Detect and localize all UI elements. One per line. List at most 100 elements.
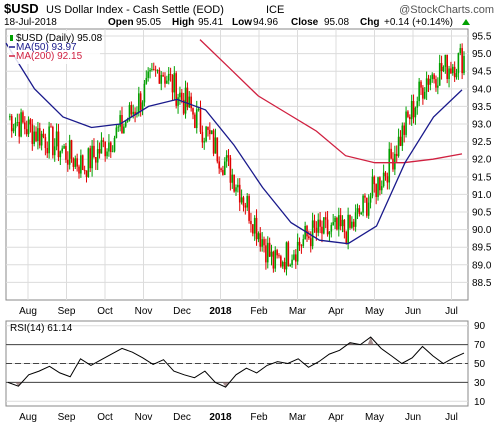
- candle-body: [109, 142, 112, 152]
- rsi-legend: RSI(14) 61.14: [10, 323, 73, 334]
- candle-body: [323, 217, 325, 234]
- candle-body: [117, 126, 120, 128]
- candle-body: [9, 116, 11, 118]
- candle-body: [302, 239, 305, 246]
- candle-body: [352, 221, 355, 227]
- candle-body: [31, 124, 34, 144]
- candle-body: [24, 122, 26, 130]
- exchange-label: ICE: [266, 4, 284, 16]
- rsi-month-label: May: [365, 412, 384, 423]
- candle-body: [44, 137, 47, 149]
- candle-body: [149, 69, 151, 72]
- candle-body: [216, 137, 219, 162]
- open-value: 95.05: [136, 17, 161, 28]
- candle-body: [315, 227, 318, 233]
- candle-body: [223, 161, 226, 175]
- price-month-label: Jul: [445, 306, 458, 317]
- price-tick-label: 94.5: [472, 67, 492, 78]
- candle-body: [184, 87, 187, 114]
- candle-body: [291, 259, 293, 265]
- candle-body: [14, 122, 17, 129]
- candle-body: [20, 112, 22, 137]
- candle-body: [287, 242, 290, 267]
- price-month-label: 2018: [209, 306, 232, 317]
- candle-body: [100, 140, 103, 154]
- candle-body: [85, 170, 88, 178]
- symbol-title: $USD: [4, 1, 39, 16]
- candle-body: [300, 245, 303, 247]
- price-tick-label: 94.0: [472, 84, 492, 95]
- index-name: US Dollar Index - Cash Settle (EOD): [46, 4, 224, 16]
- candle-body: [147, 71, 149, 78]
- candle-body: [295, 254, 297, 262]
- legend-swatch-price: [10, 35, 13, 41]
- candle-body: [395, 153, 398, 157]
- candle-body: [373, 176, 376, 185]
- candle-body: [55, 131, 58, 147]
- high-value: 95.41: [198, 17, 223, 28]
- candle-body: [48, 126, 50, 154]
- candle-body: [233, 174, 235, 192]
- price-month-label: Nov: [135, 306, 153, 317]
- candle-body: [298, 241, 301, 246]
- candle-body: [440, 63, 443, 72]
- candle-body: [121, 115, 123, 134]
- rsi-panel: 10 30 50 70 90 RSI(14) 61.14: [5, 320, 486, 408]
- rsi-month-label: Sep: [58, 412, 76, 423]
- rsi-month-label: Dec: [173, 412, 191, 423]
- low-label: Low: [232, 17, 252, 28]
- candle-body: [18, 121, 21, 137]
- candle-body: [16, 121, 19, 123]
- candle-body: [366, 197, 368, 216]
- chg-label: Chg: [360, 17, 379, 28]
- candle-body: [160, 75, 163, 84]
- candle-body: [429, 78, 432, 85]
- candle-body: [407, 111, 409, 117]
- price-axis-labels: 88.5 89.0 89.5 90.0 90.5 91.0 91.5 92.0 92.5 93.0…: [472, 32, 492, 289]
- candle-body: [416, 101, 419, 108]
- candle-body: [96, 149, 99, 163]
- candle-body: [158, 69, 161, 84]
- price-month-label: May: [365, 306, 384, 317]
- low-value: 94.96: [253, 17, 278, 28]
- candle-body: [268, 242, 271, 257]
- price-tick-label: 92.5: [472, 137, 492, 148]
- candle-body: [37, 128, 39, 141]
- candle-body: [412, 100, 415, 118]
- candle-body: [138, 93, 140, 113]
- candle-body: [10, 116, 13, 132]
- candle-body: [405, 111, 407, 135]
- candle-body: [128, 105, 131, 121]
- candle-body: [171, 74, 174, 93]
- candle-body: [334, 217, 336, 223]
- candle-body: [201, 131, 204, 143]
- price-tick-label: 88.5: [472, 278, 492, 289]
- rsi-month-label: Jul: [445, 412, 458, 423]
- candle-body: [38, 128, 41, 146]
- watermark: @StockCharts.com: [399, 4, 494, 16]
- candle-body: [420, 81, 422, 88]
- rsi-tick-label: 90: [474, 321, 486, 332]
- candle-body: [364, 195, 366, 198]
- price-month-label: Jun: [405, 306, 421, 317]
- candle-body: [177, 97, 179, 106]
- candle-body: [151, 69, 153, 70]
- candle-body: [422, 87, 424, 99]
- candle-body: [231, 174, 234, 183]
- candle-body: [190, 96, 192, 109]
- candle-body: [106, 151, 108, 157]
- candle-body: [141, 102, 144, 110]
- price-legend-box: [8, 31, 100, 64]
- candle-body: [341, 219, 344, 227]
- candle-body: [265, 245, 267, 263]
- candle-body: [53, 146, 56, 156]
- candle-body: [134, 111, 136, 115]
- rsi-month-label: Jun: [405, 412, 421, 423]
- rsi-line: [7, 336, 465, 388]
- legend-price: $USD (Daily) 95.08: [16, 33, 103, 44]
- price-month-label: Dec: [173, 306, 191, 317]
- candle-body: [87, 148, 90, 178]
- candle-body: [89, 148, 92, 169]
- candle-body: [304, 225, 306, 240]
- candle-body: [203, 141, 206, 143]
